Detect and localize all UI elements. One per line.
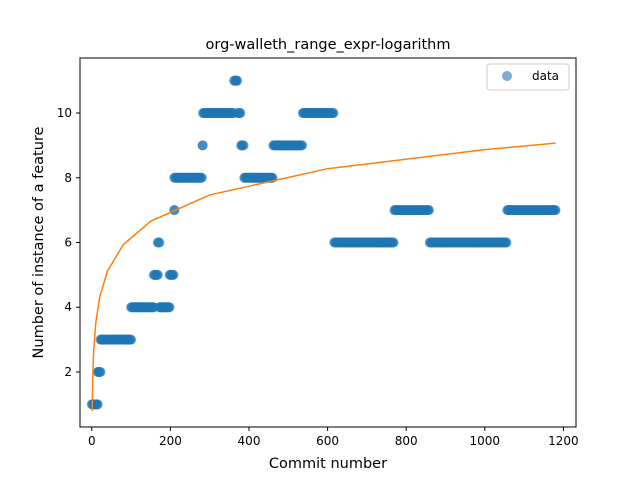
data-point <box>92 399 103 410</box>
data-point <box>126 334 137 345</box>
x-tick-label: 800 <box>395 434 418 448</box>
axis-ticks: 0 200 400 600 800 1000 1200 2 4 6 8 10 <box>57 106 579 448</box>
legend-entry-data: data <box>532 69 559 83</box>
data-point <box>164 302 175 313</box>
data-point <box>196 172 207 183</box>
data-point <box>168 269 179 280</box>
y-tick-label: 8 <box>64 171 72 185</box>
legend-box <box>486 63 570 91</box>
x-tick-label: 200 <box>159 434 182 448</box>
y-tick-label: 4 <box>64 300 72 314</box>
fit-line <box>91 142 556 411</box>
legend-marker <box>502 71 512 81</box>
data-point <box>424 205 435 216</box>
data-point <box>197 140 208 151</box>
x-axis-label: Commit number <box>269 456 387 472</box>
data-point <box>297 140 308 151</box>
y-axis-label: Number of instance of a feature <box>31 126 47 358</box>
legend: data <box>486 63 570 91</box>
chart-title: org-walleth_range_expr-logarithm <box>206 37 451 53</box>
y-tick-label: 10 <box>57 106 72 120</box>
data-point <box>235 108 246 119</box>
x-tick-label: 0 <box>88 434 96 448</box>
data-point <box>232 75 243 86</box>
x-tick-label: 400 <box>238 434 261 448</box>
data-point <box>238 140 249 151</box>
data-point <box>550 205 561 216</box>
data-point <box>152 269 163 280</box>
data-point <box>388 237 399 248</box>
data-point <box>328 108 339 119</box>
data-point <box>154 237 165 248</box>
plot-area <box>86 75 561 411</box>
x-tick-label: 1200 <box>548 434 579 448</box>
x-tick-label: 1000 <box>470 434 501 448</box>
data-point <box>501 237 512 248</box>
y-tick-label: 2 <box>64 365 72 379</box>
x-tick-label: 600 <box>316 434 339 448</box>
data-point <box>95 366 106 377</box>
y-tick-label: 6 <box>64 236 72 250</box>
